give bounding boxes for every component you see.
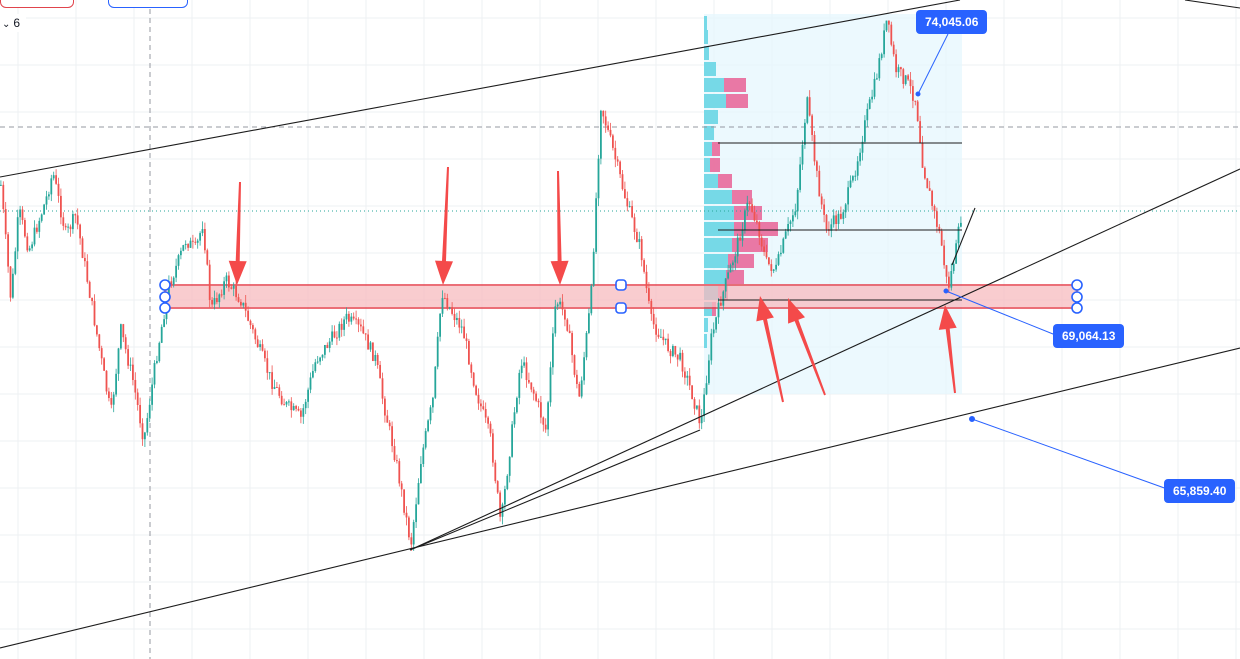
handle-bottom-center[interactable]: [615, 302, 627, 314]
price-label-74045[interactable]: 74,045.06: [916, 10, 988, 34]
zone-handles[interactable]: [159, 279, 1083, 314]
rising-support-line-2[interactable]: [409, 429, 701, 551]
handle-mid-left[interactable]: [159, 291, 171, 303]
chevron-down-icon: ⌄: [2, 19, 11, 30]
interval-selector[interactable]: ⌄ 6: [0, 14, 27, 32]
top-pill-sell[interactable]: [0, 0, 74, 8]
price-label-69064[interactable]: 69,064.13: [1053, 324, 1125, 348]
handle-mid-right[interactable]: [1071, 291, 1083, 303]
top-pill-buy[interactable]: [108, 0, 188, 8]
upper-right-line[interactable]: [1184, 0, 1240, 9]
handle-bottom-right[interactable]: [1071, 302, 1083, 314]
projection-line[interactable]: [951, 207, 976, 266]
price-label-65859[interactable]: 65,859.40: [1164, 479, 1236, 503]
handle-top-center[interactable]: [615, 279, 627, 291]
channel-upper-line[interactable]: [0, 0, 961, 178]
handle-top-right[interactable]: [1071, 279, 1083, 291]
candlestick-series: [0, 20, 962, 551]
interval-value: 6: [13, 16, 21, 30]
red-arrow-annotations[interactable]: [228, 167, 957, 403]
channel-lower-line[interactable]: [0, 347, 1240, 649]
callout-leaders: [915, 33, 1171, 491]
rising-support-line[interactable]: [409, 168, 1240, 551]
handle-bottom-left[interactable]: [159, 302, 171, 314]
handle-top-left[interactable]: [159, 279, 171, 291]
